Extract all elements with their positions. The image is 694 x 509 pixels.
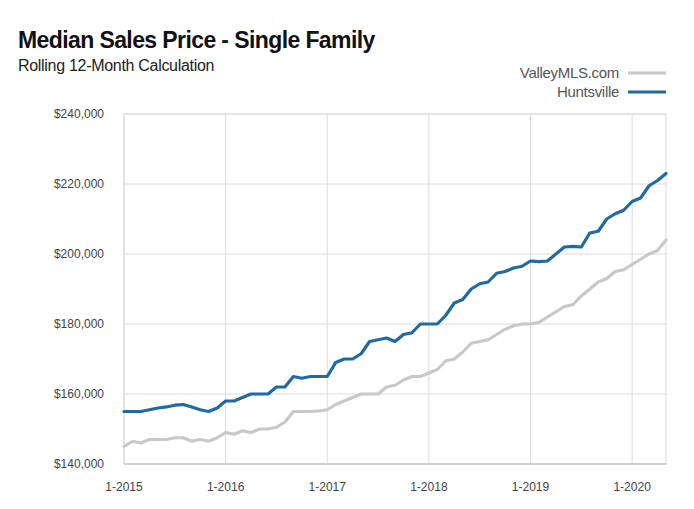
y-tick-label: $180,000 bbox=[54, 317, 104, 331]
grid bbox=[124, 114, 666, 464]
y-grid-line bbox=[124, 324, 666, 325]
title: Median Sales Price - Single Family bbox=[18, 27, 375, 53]
plot-frame bbox=[124, 114, 666, 464]
y-tick-label: $160,000 bbox=[54, 387, 104, 401]
legend: ValleyMLS.com Huntsville bbox=[520, 64, 666, 100]
x-axis-line bbox=[124, 464, 666, 465]
legend-label: ValleyMLS.com bbox=[520, 64, 619, 81]
x-tick-label: 1-2020 bbox=[613, 480, 651, 494]
marks bbox=[124, 174, 666, 447]
x-grid-line bbox=[530, 114, 531, 464]
y-tick-label: $220,000 bbox=[54, 177, 104, 191]
x-tick-label: 1-2015 bbox=[105, 480, 143, 494]
x-tick-label: 1-2018 bbox=[410, 480, 448, 494]
x-tick-label: 1-2019 bbox=[512, 480, 550, 494]
y-grid-line bbox=[124, 464, 666, 465]
x-grid-line bbox=[632, 114, 633, 464]
legend-label: Huntsville bbox=[557, 83, 619, 100]
x-tick-label: 1-2017 bbox=[309, 480, 347, 494]
y-grid-line bbox=[124, 184, 666, 185]
chart: Median Sales Price - Single Family Rollin… bbox=[0, 0, 694, 509]
y-tick-label: $140,000 bbox=[54, 457, 104, 471]
y-tick-label: $200,000 bbox=[54, 247, 104, 261]
x-tick-label: 1-2016 bbox=[207, 480, 245, 494]
legend-swatch bbox=[628, 90, 666, 93]
x-grid-line bbox=[327, 114, 328, 464]
series-line bbox=[124, 240, 666, 447]
legend-swatch bbox=[628, 71, 666, 74]
x-grid-line bbox=[428, 114, 429, 464]
subtitle: Rolling 12-Month Calculation bbox=[18, 57, 214, 74]
x-grid-line bbox=[225, 114, 226, 464]
y-grid-line bbox=[124, 254, 666, 255]
series-line bbox=[124, 174, 666, 412]
y-grid-line bbox=[124, 394, 666, 395]
y-tick-label: $240,000 bbox=[54, 107, 104, 121]
